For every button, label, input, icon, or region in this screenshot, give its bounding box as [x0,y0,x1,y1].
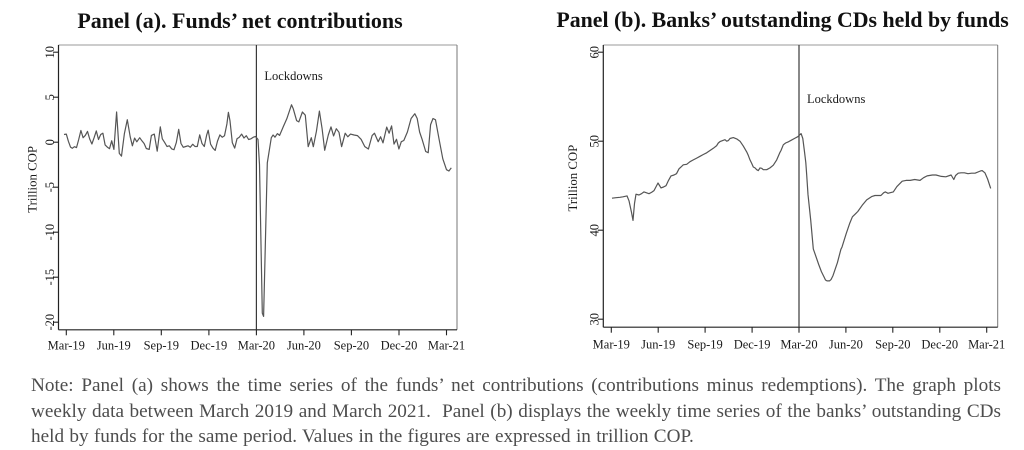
svg-text:Jun-20: Jun-20 [287,338,321,352]
svg-text:Dec-20: Dec-20 [921,338,958,352]
svg-text:Sep-19: Sep-19 [144,338,179,352]
svg-text:Mar-19: Mar-19 [48,338,85,352]
svg-text:Jun-20: Jun-20 [829,338,863,352]
svg-text:-15: -15 [43,269,57,286]
svg-text:40: 40 [588,224,602,237]
svg-text:60: 60 [588,46,602,59]
svg-text:Lockdowns: Lockdowns [264,69,322,83]
svg-text:10: 10 [43,46,57,59]
svg-text:-10: -10 [43,224,57,241]
svg-text:30: 30 [588,313,602,326]
svg-text:5: 5 [43,94,57,100]
svg-text:Lockdowns: Lockdowns [807,92,865,106]
svg-text:Sep-20: Sep-20 [875,338,910,352]
svg-text:Mar-20: Mar-20 [780,338,817,352]
svg-text:Dec-19: Dec-19 [734,338,771,352]
svg-text:Mar-21: Mar-21 [968,338,1005,352]
svg-text:Dec-20: Dec-20 [381,338,418,352]
svg-text:-20: -20 [43,314,57,331]
svg-text:Trillion COP: Trillion COP [26,146,40,213]
svg-text:Mar-20: Mar-20 [238,338,275,352]
svg-text:Mar-21: Mar-21 [428,338,465,352]
svg-text:Dec-19: Dec-19 [191,338,228,352]
svg-text:Jun-19: Jun-19 [641,338,675,352]
svg-text:Trillion COP: Trillion COP [566,145,580,212]
svg-text:0: 0 [43,139,57,145]
svg-text:50: 50 [588,135,602,148]
svg-text:Jun-19: Jun-19 [97,338,131,352]
svg-text:Sep-20: Sep-20 [334,338,369,352]
svg-text:-5: -5 [43,182,57,192]
svg-text:Sep-19: Sep-19 [687,338,722,352]
svg-text:Mar-19: Mar-19 [593,338,630,352]
